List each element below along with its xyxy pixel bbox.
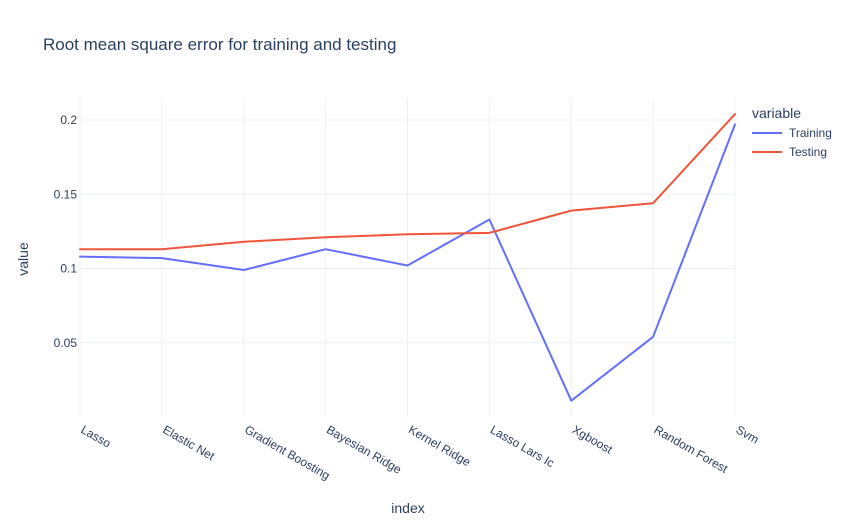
x-axis-title: index bbox=[391, 500, 424, 516]
series-line-training[interactable] bbox=[79, 123, 736, 402]
legend-label: Testing bbox=[789, 145, 827, 159]
x-tick-label: Svm bbox=[734, 422, 762, 446]
y-axis-ticks: 0.05 0.1 0.15 0.2 bbox=[54, 113, 78, 350]
x-tick-label: Xgboost bbox=[570, 422, 616, 456]
x-tick-label: Lasso Lars Ic bbox=[488, 422, 557, 470]
x-tick-label: Elastic Net bbox=[160, 422, 217, 463]
legend-item-testing[interactable]: Testing bbox=[752, 145, 827, 159]
x-tick-label: Gradient Boosting bbox=[242, 422, 332, 482]
y-tick-label: 0.1 bbox=[60, 262, 77, 276]
series-lines bbox=[79, 113, 736, 402]
grid bbox=[79, 97, 736, 417]
legend[interactable]: variable Training Testing bbox=[752, 105, 832, 159]
legend-label: Training bbox=[789, 126, 832, 140]
series-line-testing[interactable] bbox=[79, 113, 736, 251]
legend-title: variable bbox=[752, 105, 801, 121]
x-tick-label: Bayesian Ridge bbox=[324, 422, 404, 476]
x-axis-ticks: Lasso Elastic Net Gradient BoostingBayesia… bbox=[79, 422, 762, 482]
chart-title: Root mean square error for training and … bbox=[43, 35, 396, 54]
x-tick-label: Random Forest bbox=[652, 422, 731, 476]
y-tick-label: 0.05 bbox=[54, 336, 78, 350]
legend-items[interactable]: Training Testing bbox=[752, 126, 832, 159]
x-tick-label: Kernel Ridge bbox=[406, 422, 473, 469]
legend-item-training[interactable]: Training bbox=[752, 126, 832, 140]
y-tick-label: 0.15 bbox=[54, 187, 78, 201]
x-tick-label: Lasso bbox=[79, 422, 114, 450]
y-tick-label: 0.2 bbox=[60, 113, 77, 127]
y-axis-title: value bbox=[15, 242, 31, 276]
